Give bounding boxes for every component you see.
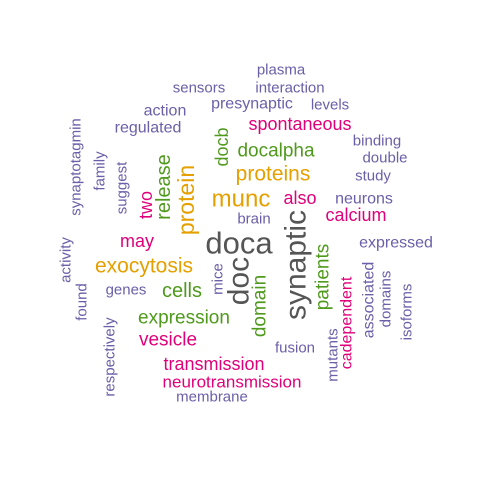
word-cadependent: cadependent <box>339 276 356 369</box>
word-expressed: expressed <box>359 235 433 252</box>
word-fusion: fusion <box>275 340 315 357</box>
word-associated: associated <box>361 262 378 339</box>
word-doc: doc <box>223 257 256 305</box>
word-activity: activity <box>58 237 75 283</box>
word-study: study <box>355 168 391 185</box>
word-family: family <box>92 151 109 191</box>
word-levels: levels <box>311 97 349 114</box>
word-release: release <box>153 154 175 220</box>
word-found: found <box>74 283 91 321</box>
word-expression: expression <box>138 308 230 329</box>
word-plasma: plasma <box>257 62 306 79</box>
word-transmission: transmission <box>163 354 264 374</box>
word-brain: brain <box>237 211 270 228</box>
word-neurotransmission: neurotransmission <box>163 373 302 392</box>
word-interaction: interaction <box>255 80 324 97</box>
word-binding: binding <box>353 133 401 150</box>
word-vesicle: vesicle <box>139 330 197 351</box>
word-may: may <box>120 231 154 251</box>
word-cells: cells <box>162 280 202 302</box>
word-exocytosis: exocytosis <box>95 255 193 278</box>
word-synaptic: synaptic <box>280 210 313 320</box>
word-proteins: proteins <box>236 163 311 186</box>
word-action: action <box>144 103 187 120</box>
word-protein: protein <box>173 165 199 235</box>
word-patients: patients <box>313 244 334 311</box>
word-genes: genes <box>106 282 147 299</box>
word-mice: mice <box>210 263 227 295</box>
word-munc: munc <box>212 186 271 213</box>
word-doca: doca <box>205 226 273 261</box>
word-domain: domain <box>250 275 271 337</box>
word-respectively: respectively <box>102 317 119 397</box>
word-regulated: regulated <box>115 120 182 137</box>
word-presynaptic: presynaptic <box>211 96 293 113</box>
word-membrane: membrane <box>176 389 248 406</box>
word-synaptotagmin: synaptotagmin <box>68 118 85 216</box>
word-neurons: neurons <box>335 191 393 208</box>
word-docb: docb <box>212 127 232 166</box>
word-two: two <box>136 191 156 219</box>
word-spontaneous: spontaneous <box>248 114 351 134</box>
word-also: also <box>283 188 316 208</box>
word-isoforms: isoforms <box>399 284 416 341</box>
word-docalpha: docalpha <box>237 141 315 162</box>
word-mutants: mutants <box>325 328 342 381</box>
word-double: double <box>362 150 407 167</box>
word-calcium: calcium <box>325 205 386 225</box>
word-sensors: sensors <box>173 80 226 97</box>
word-suggest: suggest <box>114 161 131 214</box>
word-domains: domains <box>378 271 395 328</box>
